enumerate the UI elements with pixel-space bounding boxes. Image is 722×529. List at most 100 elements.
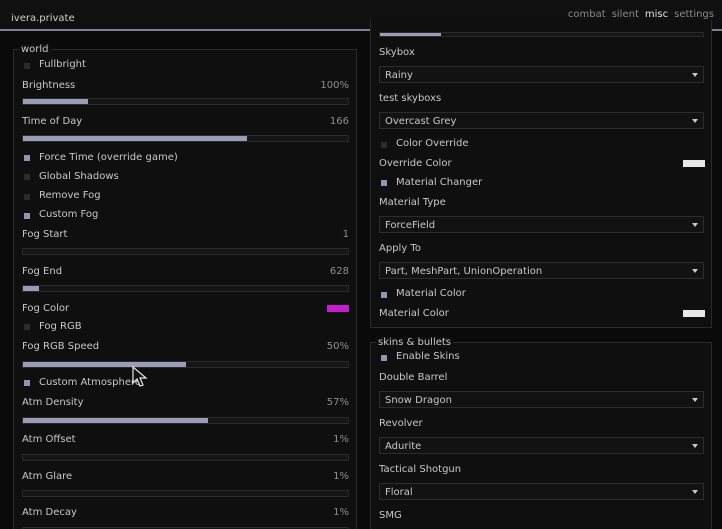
- material-color-checkbox[interactable]: [381, 292, 387, 298]
- chevron-down-icon: [692, 490, 698, 494]
- chevron-down-icon: [692, 119, 698, 123]
- double-barrel-dropdown-value: Snow Dragon: [385, 395, 452, 406]
- world-panel-title: world: [19, 44, 51, 55]
- fog-end-slider-fill: [23, 286, 40, 291]
- title-accent-line: [0, 29, 722, 31]
- sky-top-slider[interactable]: [379, 32, 704, 37]
- global-shadows-checkbox[interactable]: [24, 174, 30, 180]
- tab-combat[interactable]: combat: [567, 9, 606, 20]
- tab-misc[interactable]: misc: [644, 9, 669, 20]
- chevron-down-icon: [692, 223, 698, 227]
- custom-atmosphere-checkbox[interactable]: [24, 380, 30, 386]
- app-title: ivera.private: [11, 13, 75, 24]
- fog-start-slider[interactable]: [22, 248, 349, 255]
- brightness-label: Brightness: [22, 80, 76, 91]
- fog-end-value: 628: [329, 266, 349, 277]
- custom-atmosphere-label: Custom Atmosphere: [39, 377, 142, 388]
- atm-density-value: 57%: [326, 397, 349, 408]
- material-type-dropdown[interactable]: ForceField: [379, 216, 704, 233]
- atm-glare-label: Atm Glare: [22, 471, 73, 482]
- revolver-label: Revolver: [379, 418, 423, 429]
- cursor-icon: [132, 366, 148, 387]
- skybox-dropdown-value: Rainy: [385, 70, 413, 81]
- nav-tabs: combat silent misc settings: [568, 9, 714, 20]
- enable-skins-label: Enable Skins: [396, 351, 460, 362]
- fog-end-slider[interactable]: [22, 285, 349, 292]
- atm-offset-label: Atm Offset: [22, 434, 76, 445]
- skins-panel-title: skins & bullets: [376, 337, 454, 348]
- fullbright-label: Fullbright: [39, 59, 86, 70]
- time-of-day-value: 166: [329, 116, 349, 127]
- time-of-day-label: Time of Day: [22, 116, 83, 127]
- atm-glare-value: 1%: [333, 471, 349, 482]
- material-changer-label: Material Changer: [396, 177, 483, 188]
- fog-start-label: Fog Start: [22, 229, 68, 240]
- atm-decay-label: Atm Decay: [22, 507, 77, 518]
- chevron-down-icon: [692, 73, 698, 77]
- material-color-swatch[interactable]: [683, 310, 705, 317]
- custom-fog-checkbox[interactable]: [24, 213, 30, 219]
- revolver-dropdown[interactable]: Adurite: [379, 437, 704, 454]
- apply-to-dropdown[interactable]: Part, MeshPart, UnionOperation: [379, 262, 704, 279]
- sky-top-slider-fill: [380, 33, 442, 36]
- fog-color-swatch[interactable]: [327, 305, 349, 312]
- global-shadows-label: Global Shadows: [39, 171, 119, 182]
- atm-density-slider-fill: [23, 418, 209, 423]
- apply-to-dropdown-value: Part, MeshPart, UnionOperation: [385, 266, 543, 277]
- force-time-checkbox[interactable]: [24, 155, 30, 161]
- atm-density-label: Atm Density: [22, 397, 84, 408]
- atm-decay-slider[interactable]: [22, 527, 349, 529]
- enable-skins-checkbox[interactable]: [381, 355, 387, 361]
- material-color-toggle-label: Material Color: [396, 288, 466, 299]
- fog-rgb-checkbox[interactable]: [24, 324, 30, 330]
- remove-fog-label: Remove Fog: [39, 190, 101, 201]
- fog-rgb-label: Fog RGB: [39, 321, 82, 332]
- smg-label: SMG: [379, 510, 402, 521]
- revolver-dropdown-value: Adurite: [385, 441, 422, 452]
- brightness-value: 100%: [320, 80, 349, 91]
- time-of-day-slider[interactable]: [22, 135, 349, 142]
- tactical-shotgun-dropdown-value: Floral: [385, 487, 413, 498]
- double-barrel-dropdown[interactable]: Snow Dragon: [379, 391, 704, 408]
- material-color-label: Material Color: [379, 308, 449, 319]
- chevron-down-icon: [692, 398, 698, 402]
- tactical-shotgun-label: Tactical Shotgun: [379, 464, 462, 475]
- color-override-label: Color Override: [396, 138, 469, 149]
- world-panel: world Fullbright Brightness 100% Time of…: [13, 44, 357, 529]
- fullbright-checkbox[interactable]: [24, 63, 30, 69]
- fog-rgb-speed-slider[interactable]: [22, 361, 349, 368]
- sky-panel: Skybox Rainy test skyboxs Overcast Grey …: [370, 20, 712, 328]
- material-type-dropdown-value: ForceField: [385, 220, 436, 231]
- chevron-down-icon: [692, 444, 698, 448]
- fog-rgb-speed-value: 50%: [326, 341, 349, 352]
- test-skyboxs-dropdown[interactable]: Overcast Grey: [379, 112, 704, 129]
- test-skyboxs-label: test skyboxs: [379, 93, 442, 104]
- tab-settings[interactable]: settings: [674, 9, 714, 20]
- override-color-swatch[interactable]: [683, 160, 705, 167]
- tab-silent[interactable]: silent: [611, 9, 639, 20]
- material-type-label: Material Type: [379, 197, 446, 208]
- fog-color-label: Fog Color: [22, 303, 70, 314]
- atm-offset-value: 1%: [333, 434, 349, 445]
- time-of-day-slider-fill: [23, 136, 248, 141]
- material-changer-checkbox[interactable]: [381, 180, 387, 186]
- skins-panel: skins & bullets Enable Skins Double Barr…: [370, 337, 712, 529]
- color-override-checkbox[interactable]: [381, 142, 387, 148]
- force-time-label: Force Time (override game): [39, 152, 178, 163]
- atm-density-slider[interactable]: [22, 417, 349, 424]
- brightness-slider-fill: [23, 99, 88, 104]
- tactical-shotgun-dropdown[interactable]: Floral: [379, 483, 704, 500]
- atm-offset-slider[interactable]: [22, 454, 349, 461]
- fog-rgb-speed-label: Fog RGB Speed: [22, 341, 100, 352]
- skybox-dropdown[interactable]: Rainy: [379, 66, 704, 83]
- brightness-slider[interactable]: [22, 98, 349, 105]
- fog-end-label: Fog End: [22, 266, 63, 277]
- custom-fog-label: Custom Fog: [39, 209, 99, 220]
- apply-to-label: Apply To: [379, 243, 421, 254]
- atm-glare-slider[interactable]: [22, 490, 349, 497]
- double-barrel-label: Double Barrel: [379, 372, 448, 383]
- chevron-down-icon: [692, 269, 698, 273]
- atm-decay-value: 1%: [333, 507, 349, 518]
- remove-fog-checkbox[interactable]: [24, 194, 30, 200]
- skybox-label: Skybox: [379, 47, 415, 58]
